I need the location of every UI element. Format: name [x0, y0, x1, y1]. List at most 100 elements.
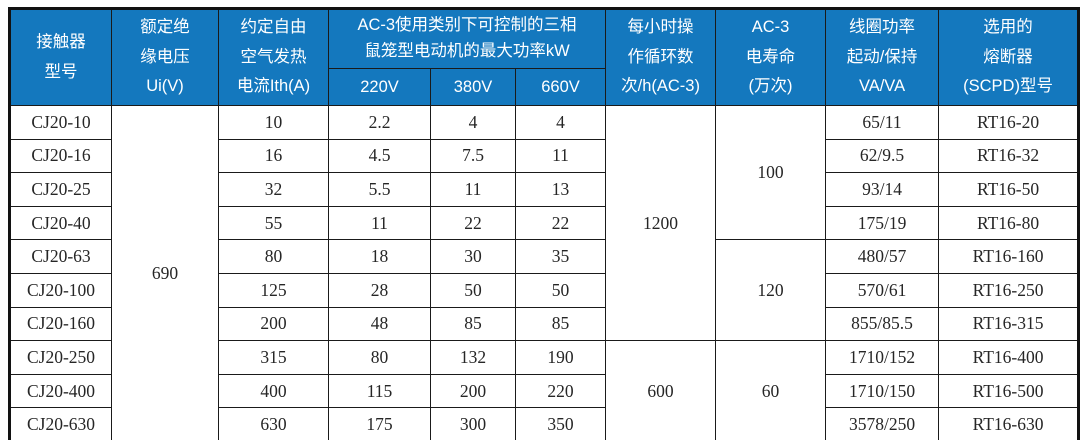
cell-coil: 62/9.5 — [825, 138, 940, 174]
cell-fuse: RT16-160 — [938, 239, 1080, 274]
header-model-line2: 型号 — [44, 62, 78, 81]
cell-p220: 28 — [328, 272, 431, 308]
header-cycles-line1: 每小时操 — [627, 18, 694, 37]
header-electrical-life: AC-3 电寿命 (万次) — [715, 8, 827, 106]
cell-ith: 16 — [218, 138, 329, 174]
cell-ith: 630 — [218, 407, 329, 440]
cell-fuse: RT16-20 — [938, 105, 1080, 140]
cell-ith: 400 — [218, 373, 329, 409]
cell-model: CJ20-160 — [9, 306, 112, 342]
header-thermal-current: 约定自由 空气发热 电流Ith(A) — [218, 8, 329, 106]
cell-p220: 80 — [328, 340, 431, 375]
header-voltage-660v: 660V — [514, 68, 607, 106]
cell-model: CJ20-25 — [9, 172, 112, 207]
cell-p660: 220 — [514, 373, 607, 409]
header-ui-line2: 缘电压 — [140, 47, 190, 66]
header-coil-power: 线圈功率 起动/保持 VA/VA — [825, 8, 940, 106]
cell-fuse: RT16-315 — [938, 306, 1080, 342]
cell-p660: 35 — [514, 239, 607, 274]
header-fuse-line2: 熔断器 — [983, 47, 1033, 66]
cell-p380: 30 — [430, 239, 516, 274]
table-header: 接触器 型号 额定绝 缘电压 Ui(V) 约定自由 空气发热 电流Ith(A) … — [9, 8, 1080, 106]
contactor-spec-table: 接触器 型号 额定绝 缘电压 Ui(V) 约定自由 空气发热 电流Ith(A) … — [8, 7, 1081, 440]
table-row-cj20-25: CJ20-25 32 5.5 11 13 93/14 RT16-50 — [9, 172, 1080, 207]
cell-p660: 350 — [514, 407, 607, 440]
cell-coil: 1710/152 — [825, 340, 940, 375]
header-coil-line1: 线圈功率 — [849, 18, 916, 37]
header-voltage-380v: 380V — [430, 68, 516, 106]
header-max-power-span: AC-3使用类别下可控制的三相 鼠笼型电动机的最大功率kW — [327, 8, 607, 69]
table-row-cj20-40: CJ20-40 55 11 22 22 175/19 RT16-80 — [9, 205, 1080, 241]
header-cycles-line3: 次/h(AC-3) — [621, 77, 700, 96]
table-body: CJ20-10 690 10 2.2 4 4 1200 100 65/11 RT… — [9, 104, 1080, 440]
cell-ith: 10 — [218, 105, 329, 140]
header-voltage-220v: 220V — [328, 68, 431, 106]
cell-p220: 11 — [328, 205, 431, 241]
cell-fuse: RT16-32 — [938, 138, 1080, 174]
cell-p380: 200 — [430, 373, 516, 409]
cell-coil: 855/85.5 — [825, 306, 940, 342]
cell-ith: 200 — [218, 306, 329, 342]
cell-p220: 5.5 — [328, 172, 431, 207]
cell-p660: 4 — [514, 105, 607, 140]
cell-fuse: RT16-80 — [938, 205, 1080, 241]
cell-ith: 32 — [218, 172, 329, 207]
cell-fuse: RT16-250 — [938, 272, 1080, 308]
cell-p660: 50 — [514, 272, 607, 308]
cell-p220: 18 — [328, 239, 431, 274]
cell-fuse: RT16-50 — [938, 172, 1080, 207]
header-fuse-line1: 选用的 — [983, 18, 1033, 37]
header-cycles-line2: 作循环数 — [627, 47, 694, 66]
header-coil-line3: VA/VA — [858, 77, 906, 96]
cell-coil: 65/11 — [825, 105, 940, 140]
cell-ith: 315 — [218, 340, 329, 375]
cell-p380: 85 — [430, 306, 516, 342]
cell-p220: 4.5 — [328, 138, 431, 174]
cell-model: CJ20-630 — [9, 407, 112, 440]
cell-p220: 2.2 — [328, 105, 431, 140]
cell-model: CJ20-100 — [9, 272, 112, 308]
cell-p660: 11 — [514, 138, 607, 174]
header-ith-line1: 约定自由 — [240, 18, 307, 37]
cell-coil: 570/61 — [825, 272, 940, 308]
table-row-cj20-630: CJ20-630 630 175 300 350 3578/250 RT16-6… — [9, 407, 1080, 440]
cell-cycles-merged: 1200 — [605, 104, 717, 342]
header-ui-line1: 额定绝 — [140, 18, 190, 37]
cell-p220: 115 — [328, 373, 431, 409]
header-coil-line2: 起动/保持 — [846, 47, 918, 66]
table-row-cj20-16: CJ20-16 16 4.5 7.5 11 62/9.5 RT16-32 — [9, 138, 1080, 174]
cell-p220: 175 — [328, 407, 431, 440]
cell-ith: 80 — [218, 239, 329, 274]
cell-coil: 175/19 — [825, 205, 940, 241]
cell-p380: 22 — [430, 205, 516, 241]
header-life-line3: (万次) — [748, 77, 793, 96]
cell-model: CJ20-10 — [9, 105, 112, 140]
table-row-cj20-10: CJ20-10 690 10 2.2 4 4 1200 100 65/11 RT… — [9, 104, 1080, 440]
cell-ith: 125 — [218, 272, 329, 308]
cell-p220: 48 — [328, 306, 431, 342]
header-fuse-line3: (SCPD)型号 — [963, 77, 1053, 96]
table-row-cj20-100: CJ20-100 125 28 50 50 570/61 RT16-250 — [9, 272, 1080, 308]
cell-p660: 13 — [514, 172, 607, 207]
header-life-line2: 电寿命 — [745, 47, 796, 66]
cell-p380: 50 — [430, 272, 516, 308]
cell-coil: 480/57 — [825, 239, 940, 274]
header-model-line1: 接触器 — [36, 33, 86, 52]
header-operating-cycles: 每小时操 作循环数 次/h(AC-3) — [605, 8, 717, 106]
cell-p380: 11 — [430, 172, 516, 207]
cell-ui-merged: 690 — [111, 105, 219, 440]
cell-model: CJ20-16 — [9, 138, 112, 174]
cell-p380: 4 — [430, 105, 516, 140]
cell-model: CJ20-40 — [9, 205, 112, 241]
cell-p660: 22 — [514, 205, 607, 241]
header-model: 接触器 型号 — [9, 8, 112, 106]
cell-fuse: RT16-400 — [938, 340, 1080, 375]
cell-life-merged: 120 — [715, 239, 827, 342]
header-life-line1: AC-3 — [751, 18, 790, 37]
cell-life-merged: 100 — [715, 104, 827, 241]
cell-p660: 190 — [514, 340, 607, 375]
cell-fuse: RT16-500 — [938, 373, 1080, 409]
header-ith-line2: 空气发热 — [240, 47, 307, 66]
cell-p380: 7.5 — [430, 138, 516, 174]
